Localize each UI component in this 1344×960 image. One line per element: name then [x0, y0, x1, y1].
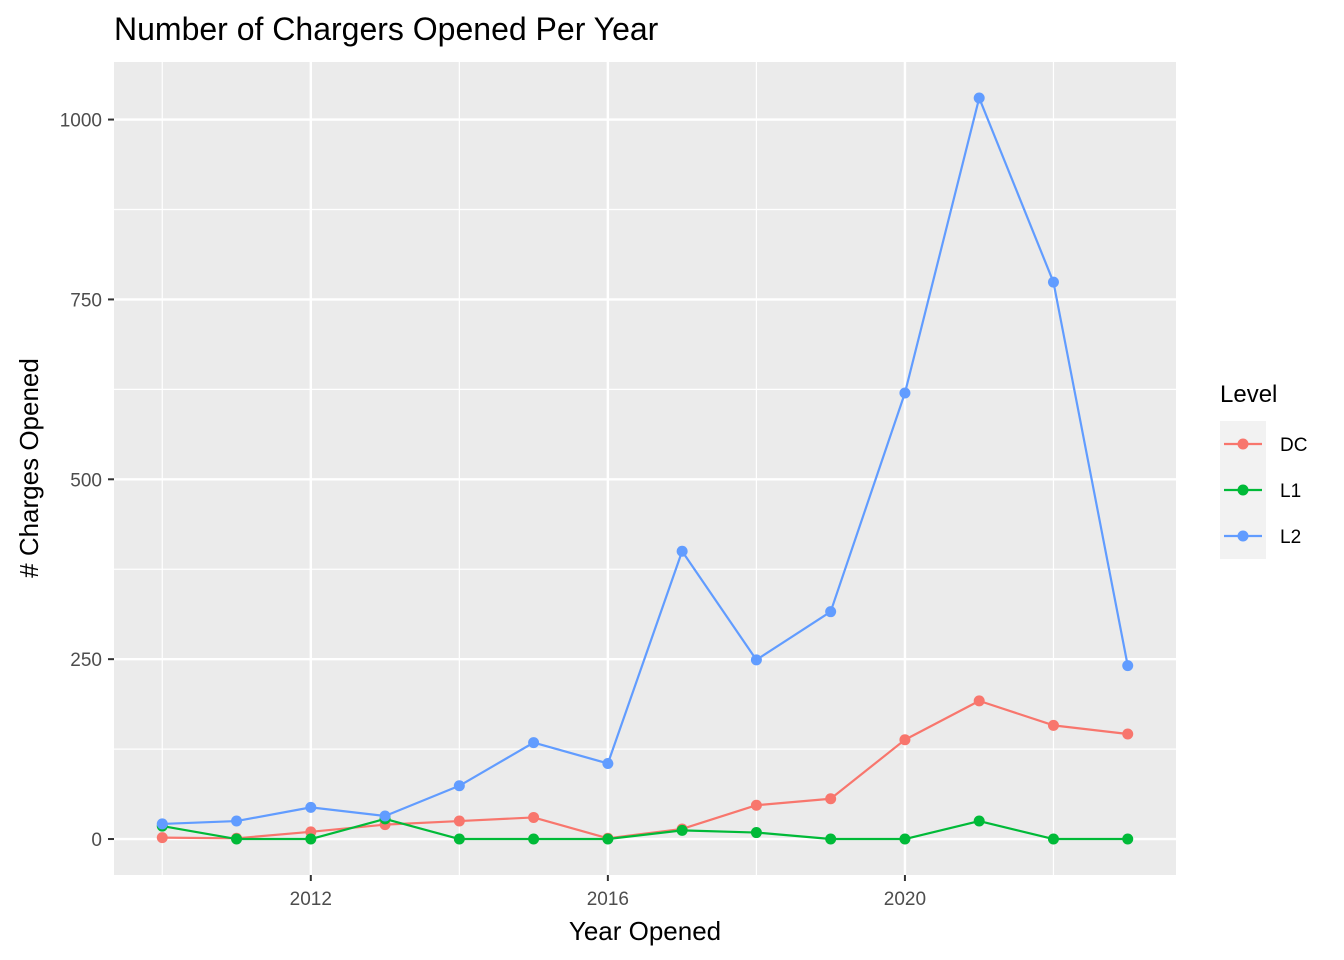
chart-title: Number of Chargers Opened Per Year — [114, 11, 659, 47]
data-point-dc — [825, 793, 837, 805]
data-point-dc — [528, 811, 540, 823]
x-tick-label: 2016 — [587, 889, 629, 910]
y-tick-label: 750 — [70, 290, 102, 311]
legend-item-dc: DC — [1220, 421, 1307, 467]
data-point-l2 — [453, 780, 465, 792]
y-axis-ticks: 0 250 500 750 1000 — [60, 111, 114, 851]
y-tick-label: 0 — [91, 830, 102, 851]
series-line-l2 — [162, 96, 1129, 826]
data-point-l2 — [825, 606, 837, 618]
data-point-dc — [1122, 728, 1134, 740]
x-tick-label: 2012 — [290, 889, 332, 910]
data-point-dc — [1047, 719, 1059, 731]
legend-label: L2 — [1280, 527, 1301, 548]
series-layer — [156, 92, 1134, 845]
x-axis-title: Year Opened — [569, 916, 721, 946]
data-point-dc — [973, 695, 985, 707]
data-point-dc — [899, 734, 911, 746]
data-point-l2 — [528, 737, 540, 749]
data-point-l1 — [899, 833, 911, 845]
data-point-l2 — [156, 818, 168, 830]
legend-key-point — [1237, 484, 1249, 496]
data-point-l1 — [453, 833, 465, 845]
data-point-l2 — [973, 92, 985, 104]
x-tick-label: 2020 — [884, 889, 926, 910]
legend-label: L1 — [1280, 481, 1301, 502]
data-point-l1 — [973, 815, 985, 827]
data-point-dc — [156, 832, 168, 844]
data-point-l2 — [379, 810, 391, 822]
data-point-l1 — [750, 827, 762, 839]
data-point-dc — [750, 799, 762, 811]
legend-items: DC L1 L2 — [1220, 421, 1307, 559]
legend-key-point — [1237, 438, 1249, 450]
legend-title: Level — [1220, 381, 1277, 408]
data-point-dc — [453, 815, 465, 827]
data-point-l2 — [231, 815, 243, 827]
y-tick-label: 250 — [70, 650, 102, 671]
minor-gridlines — [114, 62, 1176, 875]
y-tick-label: 1000 — [60, 111, 102, 132]
y-axis-title: # Charges Opened — [14, 358, 44, 578]
data-point-l1 — [602, 833, 614, 845]
legend-label: DC — [1280, 435, 1307, 456]
data-point-l1 — [1122, 833, 1134, 845]
data-point-l2 — [676, 545, 688, 557]
data-point-l1 — [1047, 833, 1059, 845]
y-tick-label: 500 — [70, 470, 102, 491]
data-point-l2 — [305, 801, 317, 813]
x-axis-ticks: 2012 2016 2020 — [290, 875, 926, 910]
legend-item-l2: L2 — [1220, 513, 1301, 559]
data-point-l2 — [1047, 276, 1059, 288]
data-point-l1 — [676, 824, 688, 836]
data-point-l2 — [1122, 660, 1134, 672]
plot-panel — [114, 62, 1176, 875]
data-point-l1 — [528, 833, 540, 845]
series-l2 — [156, 92, 1134, 830]
data-point-l2 — [899, 387, 911, 399]
data-point-l1 — [825, 833, 837, 845]
data-point-l1 — [305, 833, 317, 845]
legend-item-l1: L1 — [1220, 467, 1301, 513]
data-point-l2 — [602, 757, 614, 769]
data-point-l1 — [231, 833, 243, 845]
series-line-l1 — [162, 817, 1128, 841]
legend-key-point — [1237, 530, 1249, 542]
legend: Level DC L1 L2 — [1220, 381, 1307, 559]
data-point-l2 — [750, 654, 762, 666]
